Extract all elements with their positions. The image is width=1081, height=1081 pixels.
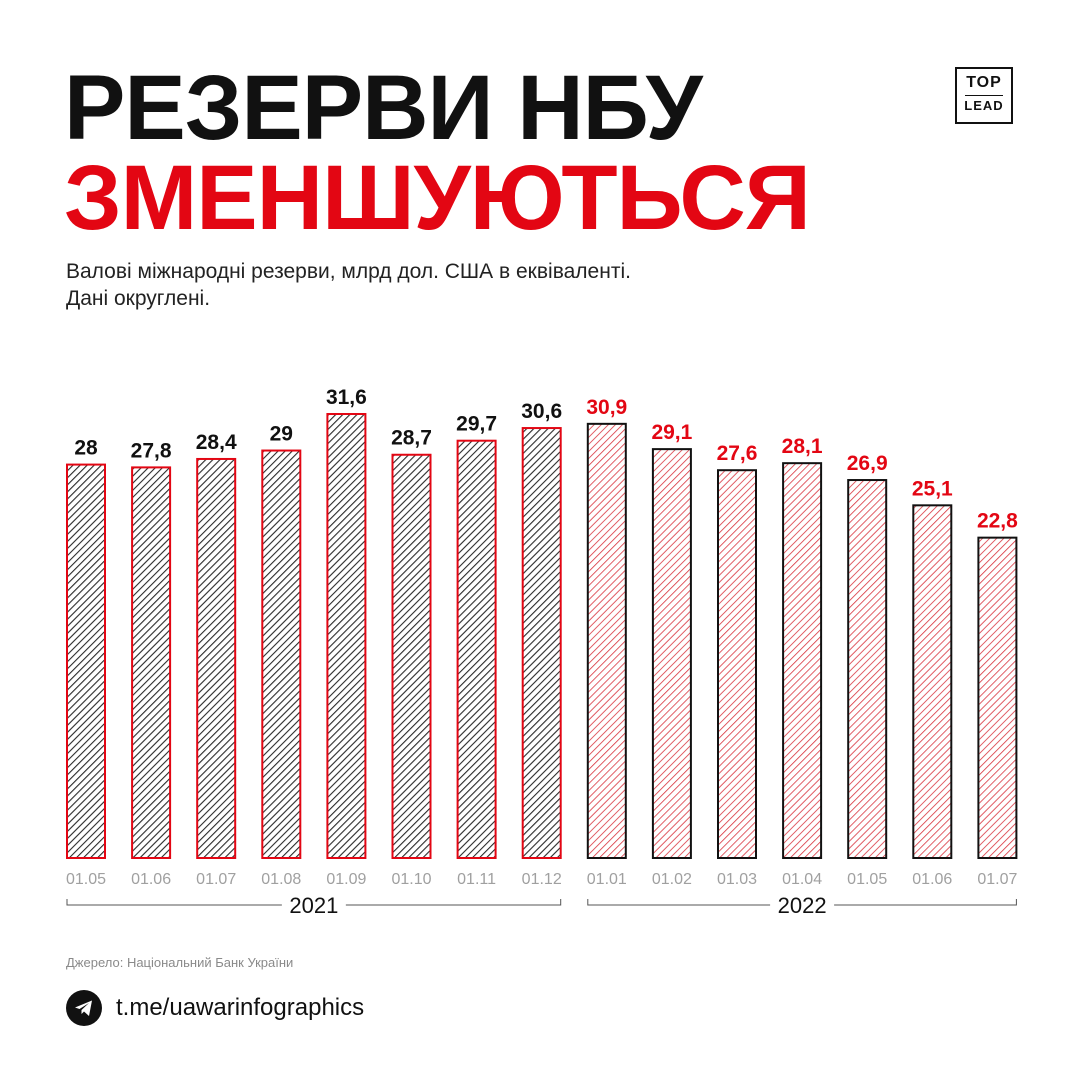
- telegram-link-text[interactable]: t.me/uawarinfographics: [116, 994, 365, 1021]
- value-label: 28,7: [391, 427, 432, 450]
- category-label: 01.12: [522, 871, 562, 888]
- group-bracket-left: [587, 899, 771, 906]
- bar: [261, 449, 302, 859]
- value-label: 28: [74, 437, 98, 460]
- category-label: 01.09: [326, 871, 366, 888]
- value-label: 27,8: [131, 439, 172, 462]
- category-label: 01.08: [261, 871, 301, 888]
- bar: [456, 439, 497, 859]
- category-label: 01.03: [717, 871, 757, 888]
- value-label: 30,6: [521, 400, 562, 423]
- bar: [847, 479, 888, 859]
- logo-top-text: TOP: [966, 74, 1002, 91]
- category-label: 01.01: [587, 871, 627, 888]
- value-label: 29: [270, 423, 293, 446]
- value-label: 25,1: [912, 477, 953, 500]
- telegram-link[interactable]: t.me/uawarinfographics: [66, 990, 364, 1026]
- chart-subtitle: Валові міжнародні резерви, млрд дол. США…: [66, 258, 826, 312]
- bar: [782, 462, 823, 859]
- category-label: 01.11: [457, 871, 496, 888]
- source-note: Джерело: Національний Банк України: [66, 955, 294, 970]
- bar: [521, 427, 562, 859]
- category-label: 01.10: [391, 871, 431, 888]
- value-label: 30,9: [586, 396, 627, 419]
- bar: [196, 457, 237, 859]
- group-year-label: 2022: [778, 893, 827, 918]
- category-label: 01.06: [131, 871, 171, 888]
- toplead-logo: TOP LEAD: [955, 67, 1013, 124]
- value-label: 29,7: [456, 413, 497, 436]
- category-label: 01.07: [977, 871, 1017, 888]
- value-label: 27,6: [717, 442, 758, 465]
- value-label: 31,6: [326, 386, 367, 409]
- bar: [586, 422, 627, 859]
- group-bracket-left: [66, 899, 282, 906]
- logo-bottom-text: LEAD: [964, 98, 1004, 113]
- bar: [912, 504, 953, 859]
- logo-divider: [965, 95, 1003, 96]
- title-line-1: РЕЗЕРВИ НБУ: [64, 57, 703, 159]
- category-label: 01.07: [196, 871, 236, 888]
- value-label: 29,1: [651, 421, 692, 444]
- telegram-icon: [66, 990, 102, 1026]
- category-label: 01.04: [782, 871, 822, 888]
- bar: [717, 469, 757, 859]
- category-label: 01.06: [912, 871, 952, 888]
- bar: [391, 453, 432, 859]
- subtitle-line-1: Валові міжнародні резерви, млрд дол. США…: [66, 260, 631, 283]
- bar: [326, 413, 367, 859]
- bar-chart: 28 01.05 27,8 01.06 28,4 01.07 29 01.08 31,6 01.0…: [66, 386, 1018, 918]
- subtitle-line-2: Дані округлені.: [66, 287, 211, 310]
- title-line-2: ЗМЕНШУЮТЬСЯ: [64, 147, 811, 249]
- group-bracket-right: [345, 899, 562, 906]
- group-year-label: 2021: [289, 893, 338, 918]
- value-label: 22,8: [977, 510, 1018, 533]
- bar: [977, 536, 1018, 859]
- category-label: 01.05: [66, 871, 106, 888]
- value-label: 28,1: [782, 435, 823, 458]
- value-label: 26,9: [847, 452, 888, 475]
- category-label: 01.05: [847, 871, 887, 888]
- category-label: 01.02: [652, 871, 692, 888]
- group-bracket-right: [834, 899, 1017, 906]
- bar: [651, 448, 692, 859]
- bar: [66, 463, 106, 859]
- value-label: 28,4: [196, 431, 237, 454]
- bar: [131, 466, 172, 859]
